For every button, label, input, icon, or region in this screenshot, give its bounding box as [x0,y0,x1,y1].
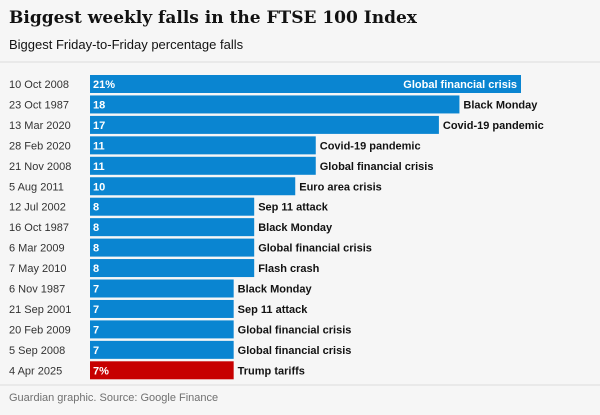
bar-value-label: 10 [93,181,105,193]
bar [90,279,234,298]
event-label: Covid-19 pandemic [443,120,544,132]
bar [90,75,521,93]
bar [90,197,255,216]
bar-value-label: 8 [93,222,99,234]
bar [90,320,234,339]
bar-value-label: 21% [93,79,115,91]
bar-row: 28 Feb 2020 11 Covid-19 pandemic [9,136,421,155]
bar [90,238,255,257]
bar [90,259,255,278]
bar-row: 5 Sep 2008 7 Global financial crisis [9,340,352,359]
event-label: Global financial crisis [320,161,434,173]
bar-row: 6 Nov 1987 7 Black Monday [9,279,313,298]
bar-value-label: 7% [93,365,109,377]
date-label: 4 Apr 2025 [9,365,62,377]
bar-value-label: 11 [93,161,105,173]
bar-row: 10 Oct 2008 21% Global financial crisis [9,75,521,93]
date-label: 5 Aug 2011 [9,181,64,193]
bar-value-label: 18 [93,99,105,111]
bar-row: 21 Sep 2001 7 Sep 11 attack [9,299,309,318]
bar [90,299,234,318]
bar-row: 12 Jul 2002 8 Sep 11 attack [9,197,329,216]
date-label: 20 Feb 2009 [9,324,71,336]
event-label: Euro area crisis [299,181,382,193]
event-label: Global financial crisis [258,243,372,255]
bar [90,177,296,196]
bar-row: 7 May 2010 8 Flash crash [9,259,320,278]
bar-value-label: 7 [93,324,99,336]
bar-value-label: 7 [93,345,99,357]
bar-row: 13 Mar 2020 17 Covid-19 pandemic [9,115,544,134]
source-note: Guardian graphic. Source: Google Finance [9,392,219,404]
event-label: Trump tariffs [238,365,305,377]
bar-value-label: 7 [93,284,99,296]
bar-row: 23 Oct 1987 18 Black Monday [9,95,538,114]
date-label: 16 Oct 1987 [9,222,69,234]
bar [90,340,234,359]
date-label: 5 Sep 2008 [9,345,65,357]
date-label: 10 Oct 2008 [9,79,69,91]
bar-value-label: 8 [93,243,99,255]
event-label: Global financial crisis [403,79,517,91]
bar-row: 5 Aug 2011 10 Euro area crisis [9,177,382,196]
date-label: 13 Mar 2020 [9,120,71,132]
bar-row: 6 Mar 2009 8 Global financial crisis [9,238,372,257]
chart-subtitle: Biggest Friday-to-Friday percentage fall… [9,37,244,52]
bar-value-label: 8 [93,263,99,275]
event-label: Covid-19 pandemic [320,140,421,152]
event-label: Global financial crisis [238,324,352,336]
date-label: 6 Mar 2009 [9,243,65,255]
bar-row: 4 Apr 2025 7% Trump tariffs [9,361,305,380]
event-label: Flash crash [258,263,319,275]
event-label: Sep 11 attack [238,304,309,316]
bar-value-label: 7 [93,304,99,316]
date-label: 21 Nov 2008 [9,161,71,173]
bar-row: 16 Oct 1987 8 Black Monday [9,218,333,237]
bar-value-label: 11 [93,140,105,152]
event-label: Global financial crisis [238,345,352,357]
date-label: 6 Nov 1987 [9,284,65,296]
date-label: 23 Oct 1987 [9,99,69,111]
date-label: 12 Jul 2002 [9,202,66,214]
bar [90,218,255,237]
date-label: 7 May 2010 [9,263,66,275]
bar-value-label: 8 [93,202,99,214]
bar [90,361,234,380]
event-label: Black Monday [258,222,333,234]
event-label: Black Monday [463,99,538,111]
bar [90,156,316,175]
chart-title: Biggest weekly falls in the FTSE 100 Ind… [9,8,417,28]
bar [90,95,460,114]
bar [90,115,439,134]
date-label: 21 Sep 2001 [9,304,71,316]
event-label: Sep 11 attack [258,202,329,214]
bar-row: 20 Feb 2009 7 Global financial crisis [9,320,352,339]
date-label: 28 Feb 2020 [9,140,71,152]
bar-value-label: 17 [93,120,105,132]
bar-row: 21 Nov 2008 11 Global financial crisis [9,156,434,175]
event-label: Black Monday [238,284,313,296]
bar [90,136,316,155]
